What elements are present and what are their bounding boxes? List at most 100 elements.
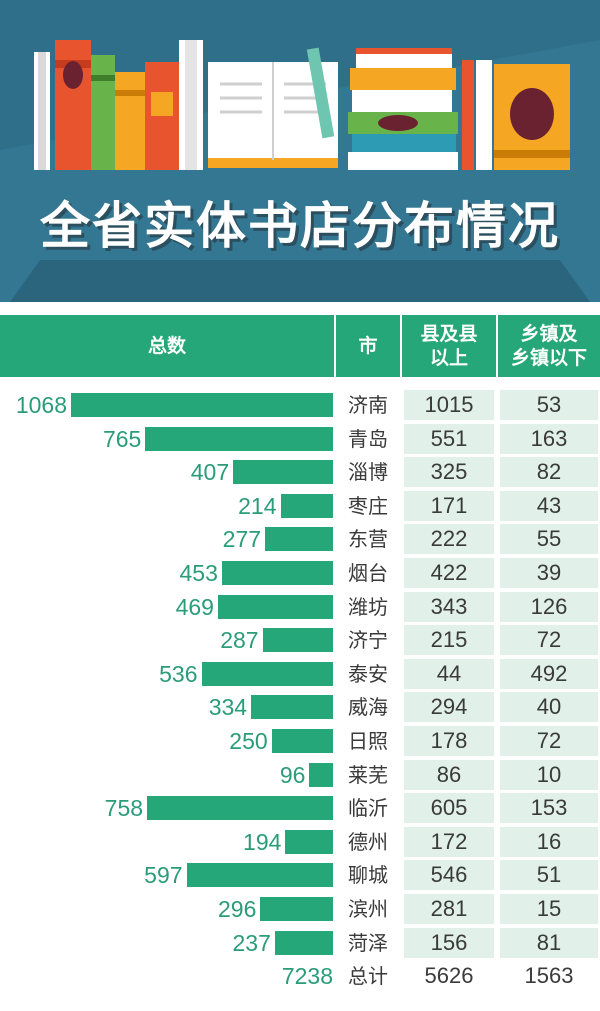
header-divider — [496, 315, 498, 377]
bar — [201, 661, 333, 686]
bar — [145, 426, 333, 451]
cell-bg — [404, 524, 494, 555]
cell-bg — [500, 860, 598, 891]
cell-bg — [500, 625, 598, 656]
cell-bg — [500, 423, 598, 454]
city-label: 济南 — [348, 393, 388, 417]
bar-value-label: 250 — [229, 728, 268, 754]
bar — [309, 762, 333, 787]
county-value: 551 — [430, 425, 468, 451]
city-label: 青岛 — [348, 426, 388, 451]
city-label: 聊城 — [348, 863, 388, 888]
town-value: 82 — [536, 459, 562, 485]
county-value: 546 — [430, 862, 468, 888]
town-value: 10 — [536, 761, 562, 787]
town-value: 55 — [536, 526, 562, 552]
grand-total-value: 7238 — [281, 963, 333, 990]
cell-bg — [404, 423, 494, 454]
city-label: 威海 — [348, 695, 388, 720]
bar — [265, 527, 333, 552]
bar-value-label: 1068 — [15, 392, 67, 418]
city-label: 济宁 — [348, 628, 388, 653]
cell-bg — [404, 860, 494, 891]
bar — [251, 695, 333, 720]
town-value: 81 — [536, 929, 562, 955]
bar-value-label: 758 — [104, 795, 144, 822]
county-value: 294 — [430, 694, 468, 720]
town-value: 163 — [530, 425, 568, 451]
bar — [217, 594, 333, 619]
cell-bg — [404, 625, 494, 656]
cell-bg — [404, 658, 494, 689]
bar — [71, 393, 333, 417]
bar — [280, 493, 333, 518]
cell-bg — [500, 658, 598, 689]
cell-bg — [404, 558, 494, 588]
bar — [262, 628, 333, 653]
county-value: 44 — [436, 660, 462, 686]
header-divider — [334, 315, 336, 377]
town-value: 492 — [530, 660, 568, 686]
cell-bg — [404, 793, 494, 824]
cell-bg — [500, 591, 598, 622]
cell-bg — [404, 591, 494, 622]
town-value: 126 — [530, 593, 568, 619]
bar — [221, 561, 333, 585]
city-label: 淄博 — [348, 460, 388, 485]
county-value: 178 — [430, 728, 468, 753]
town-value: 51 — [536, 862, 562, 888]
city-label: 滨州 — [348, 897, 388, 921]
header-town: 乡镇及 乡镇以下 — [510, 323, 587, 369]
town-value: 153 — [530, 795, 568, 821]
city-label: 临沂 — [348, 796, 388, 821]
cell-bg — [500, 759, 598, 790]
bar — [260, 897, 333, 921]
book-stack-icon — [348, 48, 570, 170]
city-label: 莱芜 — [348, 762, 388, 787]
cell-bg — [500, 457, 598, 488]
cell-bg — [404, 390, 494, 420]
county-value: 156 — [430, 929, 468, 955]
county-value: 215 — [430, 627, 468, 653]
cell-bg — [404, 894, 494, 924]
city-label: 菏泽 — [348, 930, 388, 955]
book-icon — [34, 40, 203, 170]
cell-bg — [404, 826, 494, 857]
city-label: 枣庄 — [348, 493, 388, 518]
county-value: 605 — [430, 795, 468, 821]
grand-total-town: 1563 — [524, 963, 574, 989]
bar — [271, 729, 333, 753]
bar-value-label: 194 — [243, 828, 282, 855]
cell-bg — [500, 490, 598, 521]
bar-value-label: 597 — [144, 862, 183, 889]
bar — [147, 796, 333, 821]
cell-bg — [404, 726, 494, 756]
cell-bg — [404, 457, 494, 488]
county-value: 171 — [430, 492, 468, 518]
cell-bg — [404, 927, 494, 958]
county-value: 325 — [430, 459, 468, 485]
county-value: 172 — [430, 828, 468, 854]
county-value: 422 — [430, 560, 468, 585]
bar — [186, 863, 333, 888]
bar-value-label: 765 — [102, 425, 142, 452]
table-header: 总数 市 县及县 以上 乡镇及 乡镇以下 — [0, 315, 600, 377]
city-label: 潍坊 — [348, 594, 388, 619]
city-label: 泰安 — [348, 661, 388, 686]
bar-value-label: 469 — [175, 593, 214, 620]
town-value: 72 — [536, 728, 562, 753]
cell-bg — [404, 490, 494, 521]
town-value: 43 — [536, 492, 562, 518]
cell-bg — [500, 726, 598, 756]
header-city: 市 — [358, 335, 378, 357]
cell-bg — [500, 826, 598, 857]
banner-title: 全省实体书店分布情况 — [40, 197, 560, 255]
county-value: 1015 — [424, 392, 474, 417]
cell-bg — [500, 558, 598, 588]
bar — [285, 829, 333, 854]
bar-value-label: 287 — [220, 627, 259, 654]
town-value: 15 — [536, 896, 562, 921]
town-value: 40 — [536, 694, 562, 720]
